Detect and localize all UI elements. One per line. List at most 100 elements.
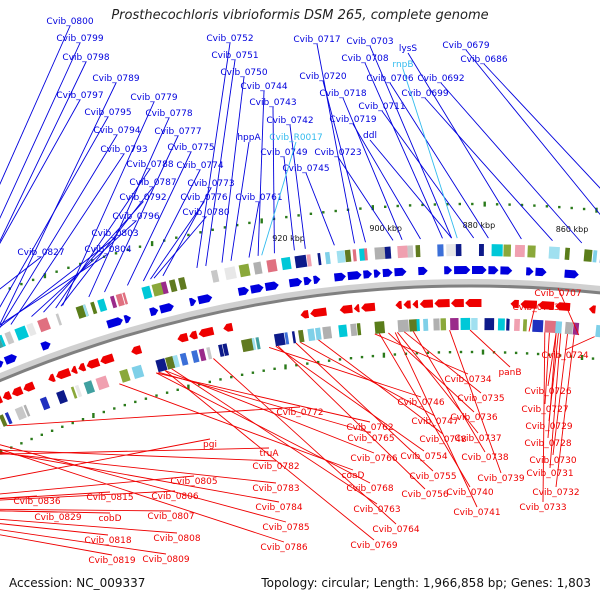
forward-gene-label-leader [0, 253, 109, 326]
forward-gene-label: Cvib_0679 [442, 41, 490, 51]
reverse-gene-arrow [434, 299, 450, 308]
inner-tick [317, 360, 320, 364]
forward-gene-label-leader [0, 61, 87, 242]
forward-gene-label-leader [483, 63, 600, 189]
inner-tick [503, 351, 507, 354]
forward-gene-label: Cvib_0778 [145, 109, 193, 119]
outer-tick [150, 241, 154, 247]
forward-gene-label-leader [364, 62, 443, 239]
reverse-annotation-block [522, 319, 528, 332]
outer-tick [236, 223, 239, 227]
reverse-gene-arrow [465, 298, 482, 307]
reverse-gene-label: Cvib_0737 [454, 434, 501, 444]
reverse-annotation-block [198, 348, 207, 362]
inner-tick [404, 352, 408, 355]
forward-gene-label: Cvib_0706 [366, 74, 414, 84]
reverse-gene-label: Cvib_0786 [260, 543, 308, 553]
inner-tick [514, 351, 518, 355]
inner-tick [327, 359, 331, 362]
reverse-gene-arrow [86, 358, 101, 369]
forward-annotation-block [37, 317, 51, 333]
forward-gene-label: Cvib_0750 [220, 68, 268, 78]
forward-annotation-block [384, 246, 392, 259]
forward-gene-label: Cvib_0692 [417, 74, 464, 84]
forward-gene-label-leader [305, 172, 335, 246]
inner-tick [81, 418, 85, 421]
reverse-gene-label: Cvib_0782 [252, 462, 299, 472]
reverse-gene-arrow [310, 307, 327, 318]
forward-gene-arrow [382, 268, 393, 278]
forward-gene-arrow [197, 294, 213, 305]
forward-gene-label: Cvib_0795 [84, 108, 131, 118]
forward-gene-label-leader [205, 59, 236, 267]
inner-tick [155, 394, 158, 397]
forward-annotation-block [344, 249, 352, 263]
reverse-gene-label-leader [0, 438, 211, 480]
forward-gene-label-leader [465, 49, 600, 216]
reverse-gene-label: Cvib_0829 [34, 513, 82, 523]
forward-strand-group [0, 243, 600, 368]
reverse-gene-label-leader [0, 444, 287, 523]
outer-tick [458, 202, 461, 206]
forward-annotation-block [90, 301, 98, 315]
inner-tick [219, 378, 222, 381]
forward-gene-label-leader [289, 124, 306, 249]
forward-annotation-block [352, 249, 357, 262]
forward-gene-label: Cvib_0779 [130, 93, 178, 103]
reverse-annotation-block [39, 396, 51, 411]
kbp-label: 920 kbp [272, 234, 305, 243]
reverse-annotation-block [222, 343, 230, 356]
forward-gene-arrow [250, 284, 264, 294]
reverse-annotation-block [74, 384, 83, 398]
reverse-gene-arrow [395, 300, 402, 310]
forward-gene-label: Cvib_0723 [314, 148, 361, 158]
reverse-gene-label-leader [275, 345, 425, 452]
reverse-gene-label-leader [300, 342, 436, 417]
reverse-annotation-block [284, 332, 290, 345]
forward-annotation-block [210, 269, 220, 283]
inner-tick [40, 433, 43, 436]
forward-gene-label: Cvib_0686 [460, 55, 508, 65]
forward-gene-arrow [333, 272, 346, 282]
inner-tick [558, 354, 562, 357]
rna-gene-label-leader [261, 141, 297, 256]
gene-label-group: Cvib_0800 Cvib_0799 Cvib_0798 Cvib_0789 Cvib… [0, 17, 600, 566]
reverse-gene-label-leader [542, 332, 546, 503]
outer-tick [322, 211, 325, 214]
reverse-annotation-block [544, 320, 557, 334]
outer-tick [20, 282, 23, 286]
forward-gene-label: Cvib_0777 [154, 127, 201, 137]
reverse-gene-label-leader [119, 383, 354, 471]
reverse-gene-arrow [520, 300, 538, 309]
forward-gene-arrow [373, 269, 381, 278]
forward-gene-label-leader [369, 45, 453, 239]
forward-annotation-block [478, 243, 484, 257]
reverse-annotation-block [350, 323, 358, 337]
reverse-gene-arrow [131, 345, 143, 355]
reverse-gene-label: Cvib_0746 [397, 398, 445, 408]
reverse-annotation-block [191, 349, 200, 364]
reverse-gene-label: Cvib_0732 [532, 488, 579, 498]
reverse-gene-label: Cvib_0769 [350, 541, 398, 551]
reverse-annotation-block [273, 332, 286, 347]
reverse-gene-arrow [56, 367, 72, 380]
reverse-gene-label: Cvib_0808 [153, 534, 201, 544]
forward-annotation-block [324, 251, 331, 265]
reverse-gene-label-leader [0, 495, 38, 499]
reverse-gene-label-leader [449, 330, 502, 474]
outer-tick [79, 262, 82, 266]
forward-annotation-block [294, 254, 308, 269]
forward-gene-label-leader [62, 101, 155, 306]
forward-annotation-block [168, 279, 178, 293]
forward-gene-label: Cvib_0749 [260, 148, 308, 158]
reverse-annotation-block [14, 406, 27, 421]
reverse-gene-label: Cvib_0836 [13, 497, 61, 507]
forward-gene-label-leader [162, 187, 212, 277]
reverse-gene-label: Cvib_0818 [84, 536, 132, 546]
forward-gene-arrow [526, 267, 534, 276]
reverse-annotation-block [433, 318, 440, 331]
inner-tick [591, 357, 595, 360]
outer-tick [138, 245, 142, 248]
forward-gene-label-leader [142, 169, 201, 282]
